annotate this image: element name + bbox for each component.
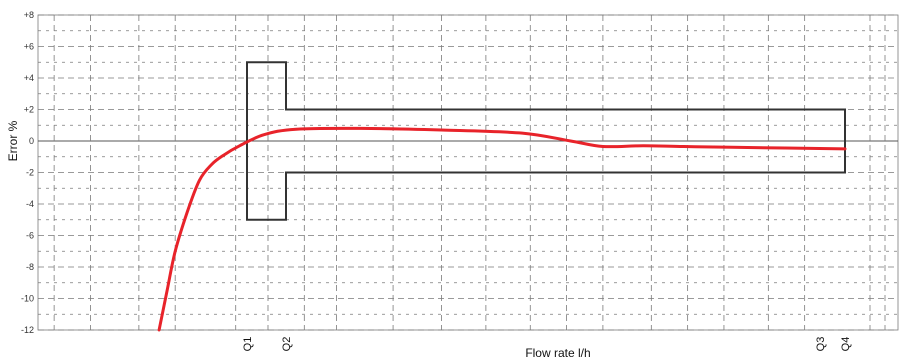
y-tick-label: +8 (24, 10, 34, 20)
y-tick-label: -12 (21, 325, 34, 335)
error-curve (157, 126, 847, 332)
error-envelope (246, 61, 846, 221)
error-envelope-outline (246, 61, 846, 221)
y-tick-label: +6 (24, 42, 34, 52)
y-tick-label: -2 (26, 168, 34, 178)
q-marker-label: Q1 (242, 337, 254, 352)
q-marker-label: Q4 (840, 337, 852, 352)
q-marker-labels: Q1 Q2 Q3 Q4 (242, 337, 852, 352)
y-tick-label: 0 (29, 136, 34, 146)
q-marker-label: Q2 (281, 337, 293, 352)
y-tick-label: +2 (24, 105, 34, 115)
y-tick-label: -10 (21, 294, 34, 304)
x-axis-title: Flow rate l/h (525, 346, 590, 360)
y-tick-label: -8 (26, 262, 34, 272)
y-axis-title: Error % (6, 120, 20, 161)
y-tick-labels: +8 +6 +4 +2 0 -2 -4 -6 -8 -10 -12 (21, 10, 34, 335)
y-tick-label: +4 (24, 73, 34, 83)
q-marker-label: Q3 (815, 337, 827, 352)
y-tick-label: -6 (26, 231, 34, 241)
series-layer (157, 126, 847, 332)
y-tick-label: -4 (26, 199, 34, 209)
